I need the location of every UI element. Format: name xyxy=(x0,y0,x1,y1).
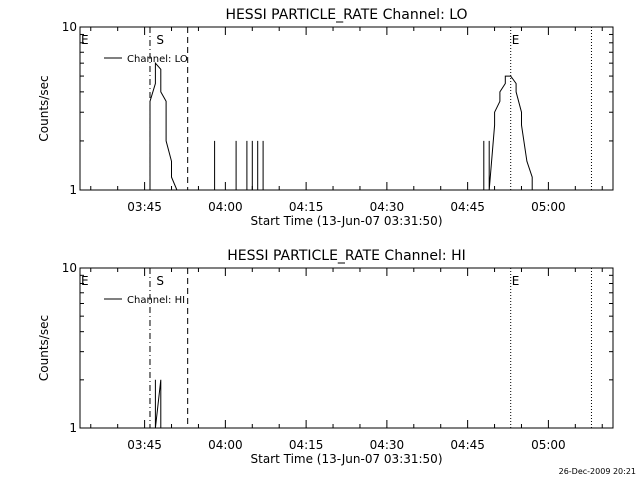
x-tick-label: 04:15 xyxy=(289,200,324,214)
series-line-1 xyxy=(149,61,533,191)
marker-S: S xyxy=(156,274,164,288)
chart-panel-1: HESSI PARTICLE_RATE Channel: LO 03:45 04:0… xyxy=(37,7,614,228)
y-axis-label: Counts/sec xyxy=(37,75,51,141)
x-tick-label: 03:45 xyxy=(127,200,162,214)
marker-E: E xyxy=(512,33,520,47)
plot-frame xyxy=(79,26,614,191)
chart-title: HESSI PARTICLE_RATE Channel: LO xyxy=(225,7,467,23)
x-axis-label: Start Time (13-Jun-07 03:31:50) xyxy=(251,452,443,466)
x-tick-label: 04:00 xyxy=(208,200,243,214)
chart-title: HESSI PARTICLE_RATE Channel: HI xyxy=(227,248,465,264)
y-axis-label: Counts/sec xyxy=(37,315,51,381)
x-tick-label: 04:15 xyxy=(289,438,324,452)
chart-panel-2: HESSI PARTICLE_RATE Channel: HI 03:45 04:0… xyxy=(37,248,614,466)
x-tick-label: 05:00 xyxy=(531,200,566,214)
y-tick-label: 1 xyxy=(69,183,77,197)
series-line-1 xyxy=(154,379,162,429)
x-tick-label: 05:00 xyxy=(531,438,566,452)
x-tick-label: 03:45 xyxy=(127,438,162,452)
marker-E: E xyxy=(81,274,89,288)
legend-label: Channel: LO xyxy=(127,54,188,65)
footer-timestamp: 26-Dec-2009 20:21 xyxy=(559,467,636,476)
marker-E: E xyxy=(512,274,520,288)
x-axis-label: Start Time (13-Jun-07 03:31:50) xyxy=(251,214,443,228)
plot-frame xyxy=(79,267,614,429)
y-tick-label: 10 xyxy=(62,20,77,34)
x-tick-label: 04:30 xyxy=(370,200,405,214)
legend-label: Channel: HI xyxy=(127,295,185,306)
x-tick-label: 04:00 xyxy=(208,438,243,452)
x-tick-label: 04:45 xyxy=(450,200,485,214)
marker-E: E xyxy=(81,33,89,47)
x-tick-label: 04:30 xyxy=(370,438,405,452)
y-tick-label: 10 xyxy=(62,261,77,275)
y-tick-label: 1 xyxy=(69,421,77,435)
marker-S: S xyxy=(156,33,164,47)
x-tick-label: 04:45 xyxy=(450,438,485,452)
